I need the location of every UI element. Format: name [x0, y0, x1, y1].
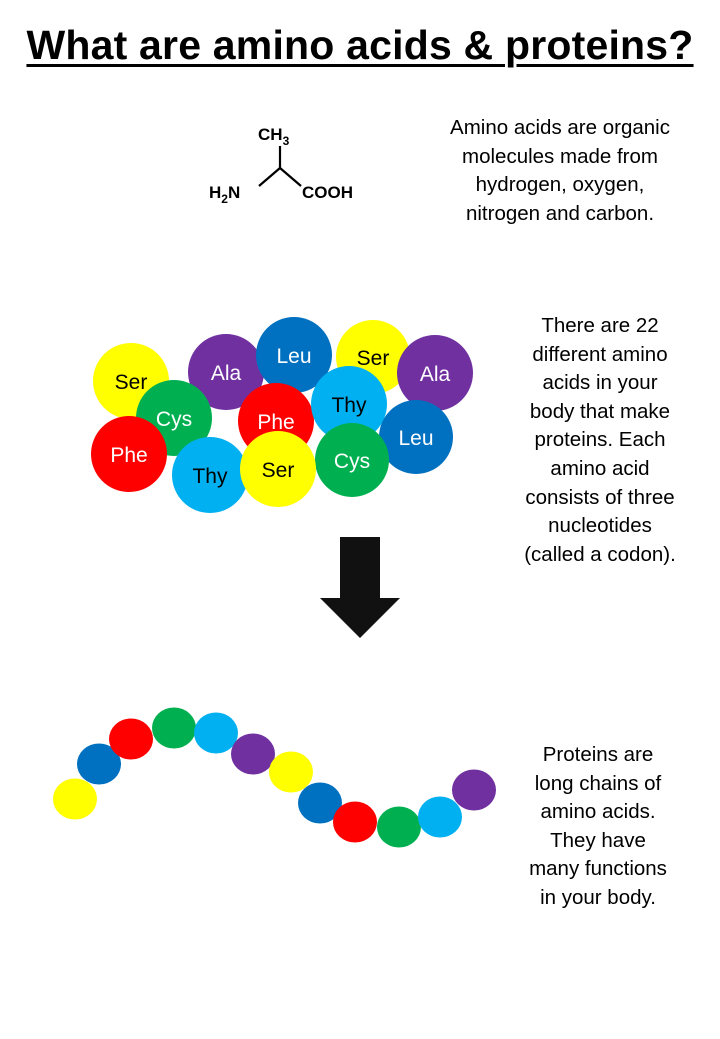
- amino-acid-label: Leu: [276, 345, 311, 368]
- protein-chain-bead: [298, 782, 342, 824]
- intro-description: Amino acids are organic molecules made f…: [450, 116, 670, 225]
- protein-chain-bead: [194, 712, 238, 754]
- amino-acid-circle-cys: Cys: [315, 423, 389, 497]
- amino-acid-structure: CH3 H2N COOH: [209, 125, 353, 206]
- amino-acid-label: Ala: [420, 363, 451, 386]
- amino-count-description: There are 22 different amino acids in yo…: [524, 314, 676, 566]
- amino-acid-label: Thy: [331, 394, 367, 417]
- amino-acid-label: Cys: [156, 408, 192, 431]
- amino-acid-label: Thy: [192, 465, 228, 488]
- protein-chain-bead: [333, 801, 377, 843]
- amino-acid-circle-phe: Phe: [91, 416, 167, 492]
- protein-chain-bead: [53, 778, 97, 820]
- amine-group-label: H2N: [209, 183, 240, 206]
- protein-chain-bead: [377, 806, 421, 848]
- protein-chain-bead: [418, 796, 462, 838]
- amino-acid-circle-shape: [379, 400, 453, 474]
- carboxyl-group-label: COOH: [302, 183, 353, 202]
- amino-acid-circle-shape: [315, 423, 389, 497]
- amino-acid-circle-shape: [256, 317, 332, 393]
- protein-chain: [53, 707, 496, 848]
- amino-acid-label: Phe: [110, 444, 147, 467]
- amino-acid-label: Ala: [211, 362, 242, 385]
- amino-acid-circle-thy: Thy: [172, 437, 248, 513]
- page-title: What are amino acids & proteins?: [26, 22, 694, 68]
- protein-chain-bead: [152, 707, 196, 749]
- amino-acid-circle-shape: [91, 416, 167, 492]
- amino-acid-circle-leu: Leu: [256, 317, 332, 393]
- amino-acid-circle-shape: [172, 437, 248, 513]
- protein-chain-bead: [77, 743, 121, 785]
- amino-acid-circle-shape: [311, 366, 387, 442]
- structure-bonds: [258, 166, 302, 187]
- protein-chain-bead: [109, 718, 153, 760]
- amino-acid-circle-ser: Ser: [240, 431, 316, 507]
- amino-acid-label: Ser: [115, 371, 148, 394]
- amino-acid-label: Ser: [262, 459, 295, 482]
- protein-chain-bead: [269, 751, 313, 793]
- amino-acid-circle-shape: [397, 335, 473, 411]
- protein-chain-bead: [231, 733, 275, 775]
- amino-acid-circle-ala: Ala: [397, 335, 473, 411]
- amino-acid-circle-shape: [188, 334, 264, 410]
- amino-acid-circle-shape: [240, 431, 316, 507]
- methyl-group-label: CH3: [258, 125, 290, 148]
- protein-description: Proteins are long chains of amino acids.…: [529, 743, 667, 909]
- down-arrow-icon: [320, 537, 400, 638]
- amino-acid-label: Cys: [334, 450, 370, 473]
- amino-acid-label: Leu: [398, 427, 433, 450]
- protein-chain-bead: [452, 769, 496, 811]
- amino-acid-circle-leu: Leu: [379, 400, 453, 474]
- amino-acid-label: Ser: [357, 347, 390, 370]
- amino-acid-cluster: Ser Ala Leu Ser Ala Phe Cys Phe Thy Leu Cys Thy Ser: [91, 317, 473, 513]
- amino-acid-label: Phe: [257, 411, 294, 434]
- amino-acid-circle-ala: Ala: [188, 334, 264, 410]
- amino-acid-circle-thy: Thy: [311, 366, 387, 442]
